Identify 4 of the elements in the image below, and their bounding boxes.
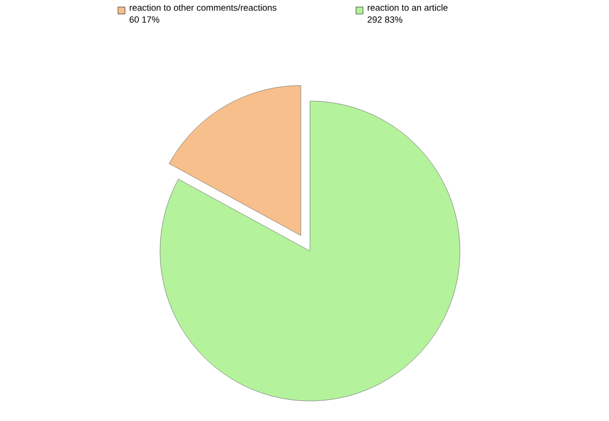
data-label: 60 17%	[130, 16, 160, 23]
legend-label: reaction to other comments/reactions	[130, 4, 276, 11]
legend-label: reaction to an article	[368, 4, 448, 11]
data-label: 292 83%	[368, 16, 402, 23]
